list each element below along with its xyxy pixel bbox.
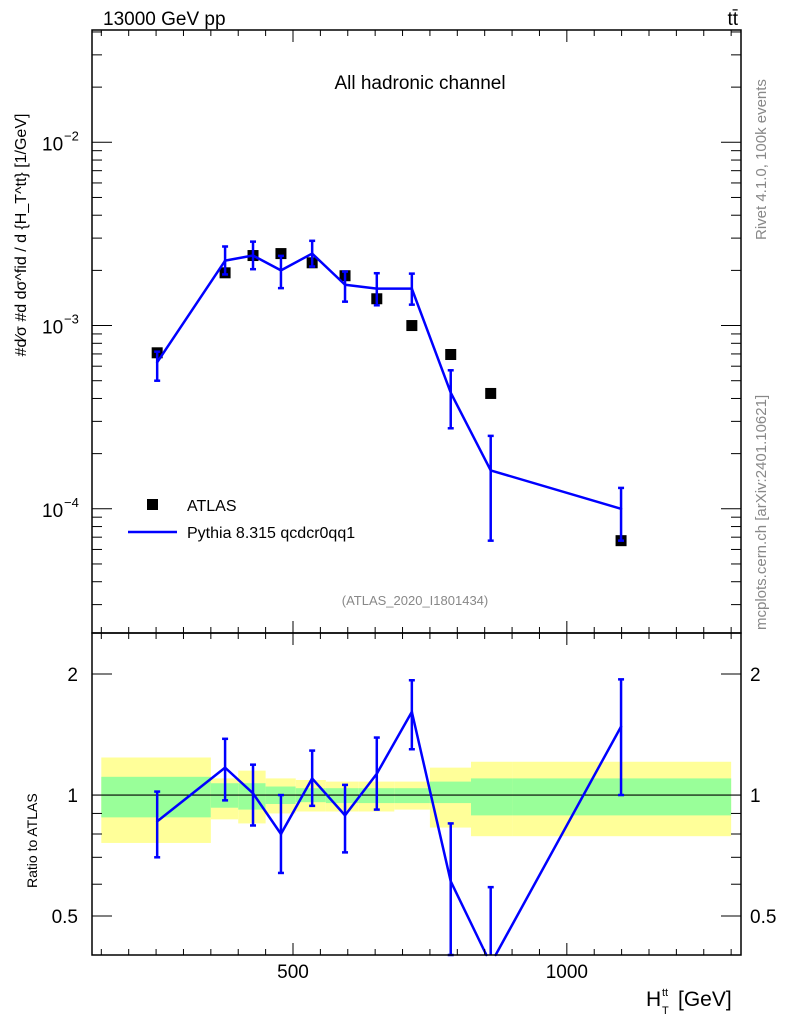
y-tick-label: 10 xyxy=(42,134,63,155)
atlas-data-point xyxy=(485,387,497,399)
mc-line-segment xyxy=(343,283,379,290)
xlabel-h: H xyxy=(646,988,661,1011)
chart-title: All hadronic channel xyxy=(334,73,505,94)
ratio-frame xyxy=(91,632,742,956)
energy-label: 13000 GeV pp xyxy=(103,9,226,30)
ratio-mc-line-segment xyxy=(251,792,283,836)
ratio-mc-line-segment xyxy=(155,766,227,823)
ratio-mc-line-segment xyxy=(375,710,414,775)
ratio-y-tick-label-left: 1 xyxy=(67,786,78,807)
ratio-uncertainty-bands xyxy=(92,757,741,843)
ratio-mc-line-segment xyxy=(494,725,623,957)
xlabel-unit: [GeV] xyxy=(678,988,732,1011)
atlas-data-point xyxy=(445,349,457,361)
mc-line-segment xyxy=(251,254,283,272)
mcplots-label: mcplots.cern.ch [arXiv:2401.10621] xyxy=(753,395,770,630)
xlabel-sub: T xyxy=(662,1005,669,1017)
xlabel: H tt T [GeV] xyxy=(646,987,732,1017)
x-tick-label: 1000 xyxy=(546,962,588,983)
mc-line-segment xyxy=(310,252,347,286)
ratio-mc-line-segment xyxy=(410,710,452,883)
ratio-ylabel: Ratio to ATLAS xyxy=(24,793,40,888)
rivet-label: Rivet 4.1.0, 100k events xyxy=(753,79,770,240)
mc-line-segment xyxy=(489,469,623,511)
mc-line-segment xyxy=(223,254,255,262)
main-frame xyxy=(91,29,742,634)
y-tick-label-exponent: −3 xyxy=(64,312,79,327)
ratio-y-tick-label-left: 2 xyxy=(67,665,78,686)
legend-mc-label: Pythia 8.315 qcdcr0qq1 xyxy=(187,525,355,542)
ratio-y-tick-label-right: 0.5 xyxy=(750,907,776,928)
legend-atlas-label: ATLAS xyxy=(187,498,237,515)
ratio-marks xyxy=(154,678,625,957)
y-tick-label: 10 xyxy=(42,318,63,339)
y-tick-label: 10 xyxy=(42,501,63,522)
atlas-data-point xyxy=(406,320,418,332)
xlabel-sup: tt xyxy=(662,987,668,999)
ratio-band-stat xyxy=(470,778,513,816)
analysis-label: (ATLAS_2020_I1801434) xyxy=(342,593,488,608)
ratio-mc-line-segment xyxy=(279,777,314,836)
process-label: tt̄ xyxy=(727,9,738,30)
mc-line-segment xyxy=(279,252,314,272)
y-tick-label-exponent: −2 xyxy=(64,128,79,143)
ratio-y-tick-label-left: 0.5 xyxy=(52,907,78,928)
ratio-mc-line-segment xyxy=(310,777,347,817)
mc-line-segment xyxy=(155,259,227,364)
atlas-data-point xyxy=(275,248,287,260)
ratio-mc-line-segment xyxy=(449,880,488,957)
main-ylabel: #d⁄σ #d dσ^fid / d {H_T^tt} [1/GeV] xyxy=(13,114,30,357)
ratio-band-stat xyxy=(429,781,471,804)
legend-atlas-marker xyxy=(147,499,158,510)
main-marks xyxy=(151,239,627,547)
x-tick-label: 500 xyxy=(277,962,309,983)
ratio-mc-line-segment xyxy=(223,766,255,795)
ratio-mc-line-segment xyxy=(343,772,379,817)
mc-line-segment xyxy=(410,287,452,394)
y-tick-label-exponent: −4 xyxy=(64,495,79,510)
ratio-y-tick-label-right: 1 xyxy=(750,786,761,807)
ratio-y-tick-label-right: 2 xyxy=(750,665,761,686)
legend: ATLAS Pythia 8.315 qcdcr0qq1 xyxy=(128,498,355,542)
mc-line-segment xyxy=(449,391,492,472)
